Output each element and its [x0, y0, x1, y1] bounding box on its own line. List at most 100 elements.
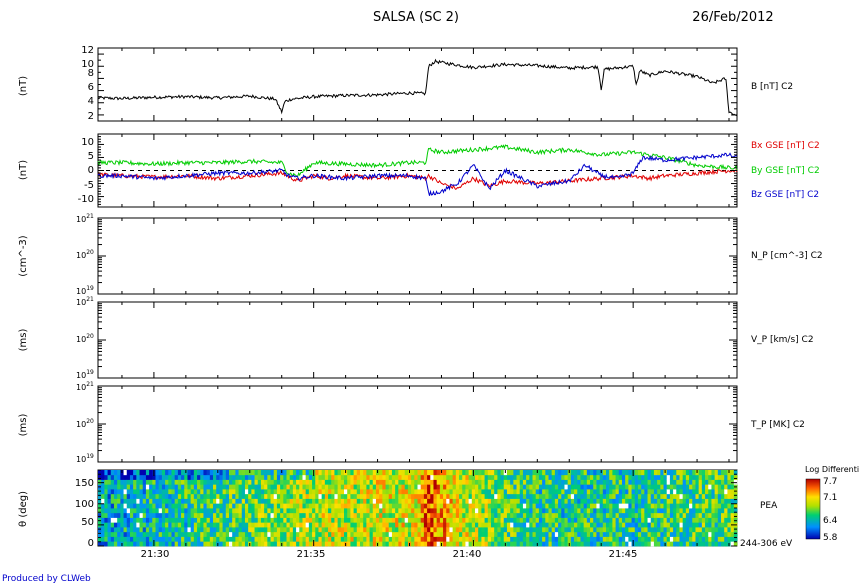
heatmap-cell: [590, 479, 594, 485]
heatmap-cell: [570, 512, 575, 518]
heatmap-cell: [618, 474, 623, 480]
heatmap-cell: [593, 498, 597, 504]
heatmap-cell: [123, 484, 128, 490]
heatmap-cell: [296, 522, 300, 528]
heatmap-cell: [254, 474, 259, 480]
heatmap-cell: [660, 470, 664, 476]
heatmap-cell: [446, 527, 450, 533]
heatmap-cell: [593, 517, 597, 523]
heatmap-cell: [302, 531, 307, 537]
heatmap-cell: [695, 489, 700, 495]
heatmap-cell: [484, 474, 489, 480]
heatmap-cell: [420, 512, 425, 518]
heatmap-cell: [305, 470, 310, 476]
heatmap-cell: [599, 484, 604, 490]
heatmap-cell: [538, 531, 543, 537]
heatmap-cell: [711, 474, 716, 480]
heatmap-cell: [104, 508, 108, 514]
heatmap-cell: [500, 503, 505, 509]
heatmap-cell: [149, 536, 153, 542]
heatmap-cell: [209, 470, 214, 476]
heatmap-cell: [168, 474, 172, 480]
heatmap-cell: [318, 489, 323, 495]
footer-credit[interactable]: Produced by CLWeb: [2, 574, 91, 584]
heatmap-cell: [701, 479, 706, 485]
heatmap-cell: [439, 508, 444, 514]
heatmap-cell: [465, 470, 470, 476]
heatmap-cell: [356, 498, 361, 504]
heatmap-cell: [177, 531, 182, 537]
heatmap-cell: [165, 470, 169, 476]
heatmap-cell: [701, 498, 706, 504]
series-line-bx: [97, 167, 738, 190]
heatmap-cell: [129, 522, 134, 528]
heatmap-cell: [324, 484, 329, 490]
heatmap-cell: [554, 512, 559, 518]
heatmap-cell: [433, 484, 438, 490]
heatmap-cell: [522, 517, 527, 523]
heatmap-cell: [602, 484, 607, 490]
heatmap-cell: [184, 493, 188, 499]
heatmap-cell: [500, 470, 505, 476]
heatmap-cell: [229, 479, 233, 485]
heatmap-cell: [519, 489, 524, 495]
heatmap-cell: [650, 484, 655, 490]
heatmap-cell: [107, 493, 112, 499]
heatmap-cell: [404, 512, 409, 518]
heatmap-cell: [276, 522, 281, 528]
heatmap-cell: [446, 531, 450, 537]
heatmap-cell: [673, 522, 677, 528]
heatmap-cell: [168, 503, 172, 509]
heatmap-cell: [209, 479, 214, 485]
heatmap-cell: [564, 522, 569, 528]
heatmap-cell: [200, 484, 204, 490]
heatmap-cell: [708, 517, 712, 523]
heatmap-cell: [526, 517, 530, 523]
heatmap-cell: [548, 536, 553, 542]
heatmap-cell: [139, 484, 144, 490]
heatmap-cell: [615, 498, 620, 504]
heatmap-cell: [663, 493, 668, 499]
heatmap-cell: [443, 489, 447, 495]
heatmap-cell: [340, 541, 345, 547]
heatmap-cell: [257, 512, 262, 518]
heatmap-cell: [344, 527, 348, 533]
heatmap-cell: [532, 489, 537, 495]
heatmap-cell: [171, 489, 176, 495]
heatmap-cell: [395, 522, 399, 528]
heatmap-cell: [529, 493, 533, 499]
heatmap-cell: [468, 527, 473, 533]
heatmap-cell: [197, 498, 201, 504]
heatmap-cell: [347, 541, 351, 547]
heatmap-cell: [455, 531, 460, 537]
heatmap-cell: [478, 498, 482, 504]
heatmap-cell: [283, 512, 287, 518]
heatmap-cell: [107, 474, 112, 480]
heatmap-cell: [475, 541, 479, 547]
heatmap-cell: [433, 489, 438, 495]
heatmap-cell: [462, 479, 466, 485]
heatmap-cell: [439, 531, 444, 537]
heatmap-cell: [567, 479, 572, 485]
heatmap-cell: [577, 522, 581, 528]
heatmap-cell: [206, 484, 211, 490]
heatmap-cell: [685, 479, 690, 485]
heatmap-cell: [532, 512, 537, 518]
heatmap-cell: [721, 474, 725, 480]
heatmap-cell: [554, 474, 559, 480]
heatmap-cell: [609, 522, 613, 528]
heatmap-cell: [232, 508, 236, 514]
heatmap-cell: [593, 522, 597, 528]
heatmap-cell: [235, 493, 239, 499]
heatmap-cell: [372, 536, 377, 542]
heatmap-cell: [564, 531, 569, 537]
heatmap-cell: [721, 517, 725, 523]
heatmap-cell: [682, 522, 687, 528]
heatmap-cell: [679, 493, 684, 499]
heatmap-cell: [551, 479, 556, 485]
heatmap-cell: [206, 512, 211, 518]
heatmap-cell: [570, 493, 575, 499]
heatmap-cell: [673, 489, 677, 495]
heatmap-cell: [487, 470, 492, 476]
heatmap-cell: [273, 503, 278, 509]
